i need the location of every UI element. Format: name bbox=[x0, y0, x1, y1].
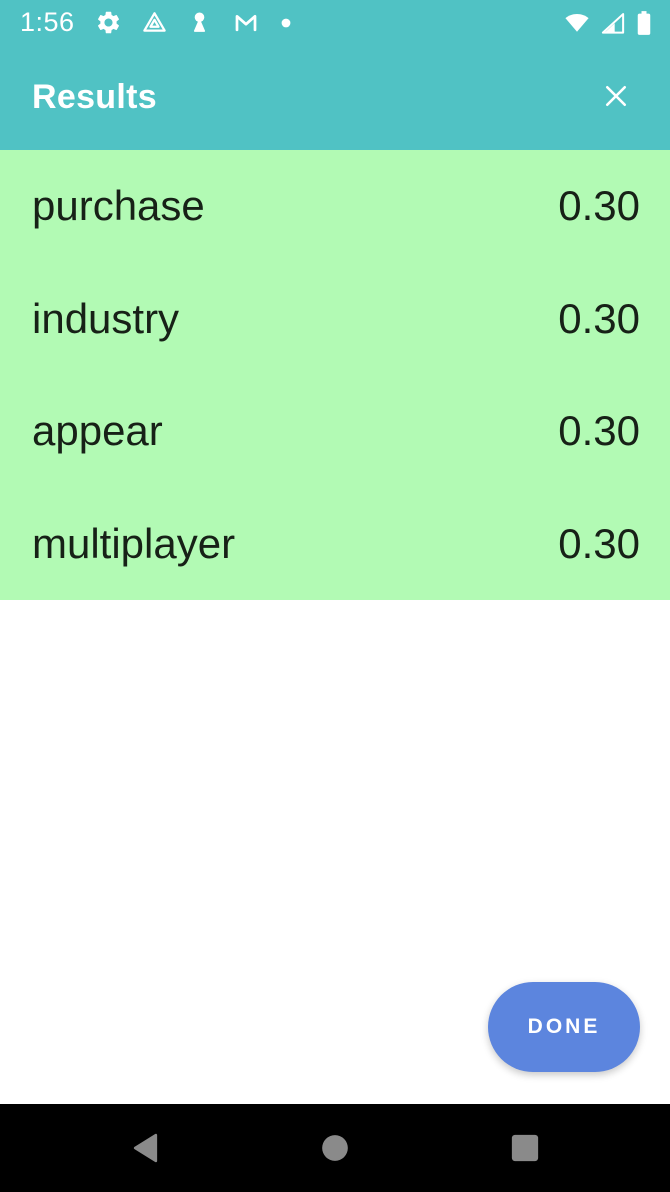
result-score: 0.30 bbox=[558, 407, 640, 455]
result-score: 0.30 bbox=[558, 182, 640, 230]
close-icon bbox=[601, 81, 631, 114]
gmail-icon bbox=[231, 9, 261, 36]
result-row: multiplayer 0.30 bbox=[0, 488, 670, 601]
results-list: purchase 0.30 industry 0.30 appear 0.30 … bbox=[0, 150, 670, 600]
status-bar: 1:56 bbox=[0, 0, 670, 45]
wifi-icon bbox=[562, 9, 592, 36]
result-word: purchase bbox=[32, 182, 205, 230]
notification-dot bbox=[280, 17, 292, 29]
close-button[interactable] bbox=[599, 81, 633, 115]
result-row: appear 0.30 bbox=[0, 375, 670, 488]
page-title: Results bbox=[32, 78, 157, 116]
nav-home-button[interactable] bbox=[290, 1113, 380, 1183]
result-row: industry 0.30 bbox=[0, 263, 670, 376]
result-word: appear bbox=[32, 407, 163, 455]
navigation-bar bbox=[0, 1104, 670, 1192]
result-score: 0.30 bbox=[558, 294, 640, 342]
keyhole-icon bbox=[187, 9, 212, 36]
status-system-icons bbox=[562, 8, 654, 38]
status-notification-icons bbox=[95, 9, 292, 36]
home-icon bbox=[321, 1134, 349, 1162]
app-bar: Results bbox=[0, 45, 670, 150]
clock: 1:56 bbox=[20, 7, 75, 37]
battery-icon bbox=[634, 8, 654, 38]
result-row: purchase 0.30 bbox=[0, 150, 670, 263]
nav-back-button[interactable] bbox=[100, 1113, 190, 1183]
settings-icon bbox=[95, 9, 122, 36]
cell-signal-icon bbox=[599, 9, 627, 36]
done-button[interactable]: DONE bbox=[488, 982, 640, 1072]
nav-recents-button[interactable] bbox=[480, 1113, 570, 1183]
result-word: industry bbox=[32, 294, 180, 342]
drive-icon bbox=[141, 9, 168, 36]
back-icon bbox=[130, 1131, 161, 1165]
result-word: multiplayer bbox=[32, 519, 236, 567]
recents-icon bbox=[510, 1133, 540, 1163]
result-score: 0.30 bbox=[558, 519, 640, 567]
